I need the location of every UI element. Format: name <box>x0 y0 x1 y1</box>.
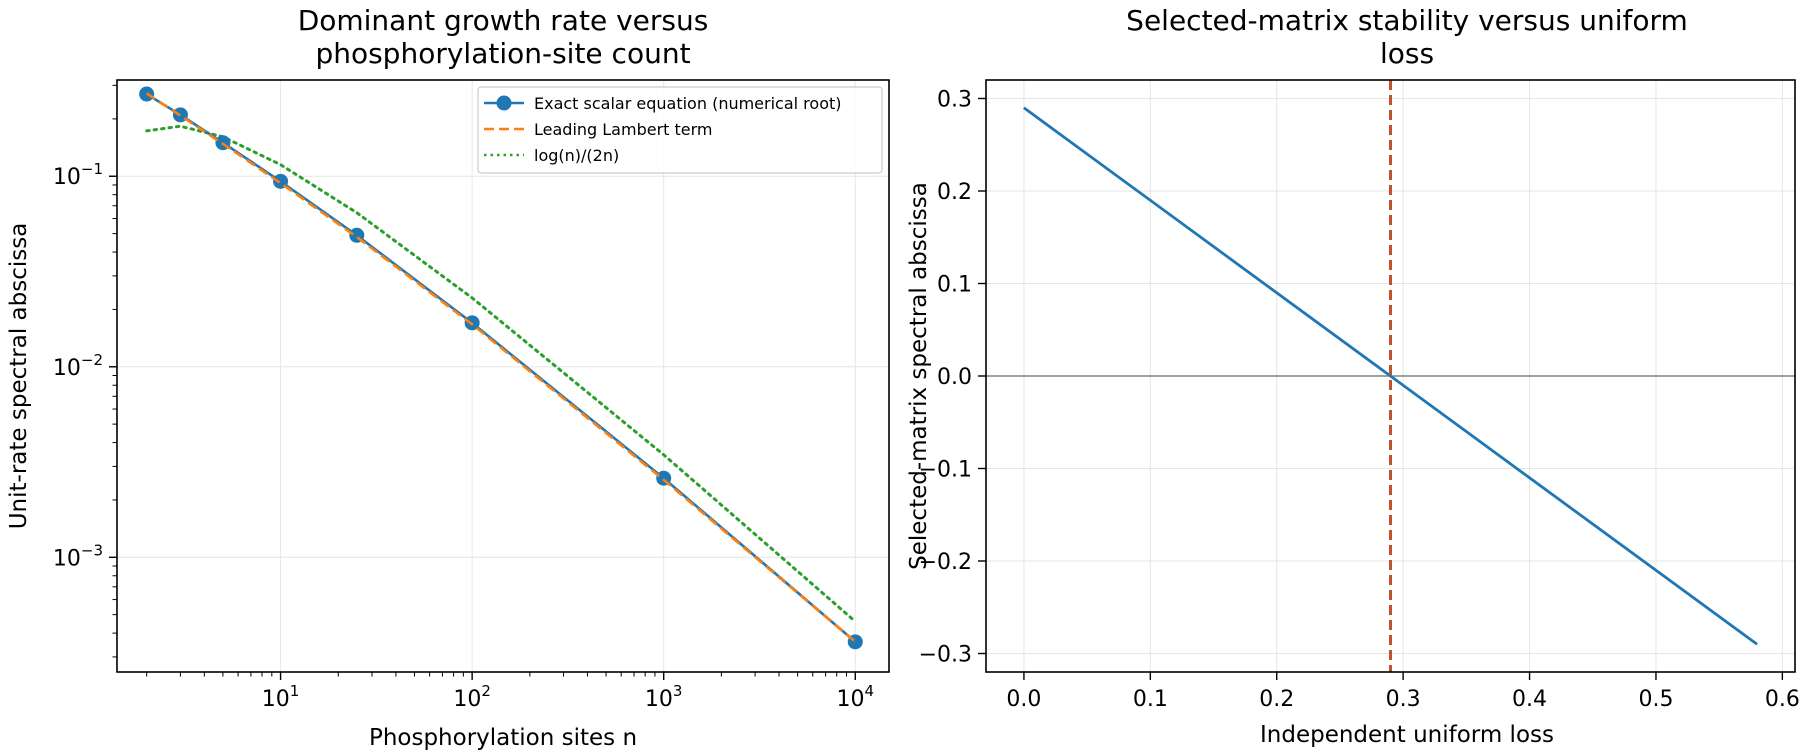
left-panel: Dominant growth rate versus phosphorylat… <box>6 4 890 751</box>
left-axes-frame <box>116 79 890 673</box>
left-x-tick-label: 102 <box>453 682 491 712</box>
right-ticks: 0.0 0.1 0.2 0.3 0.4 0.5 0.6 −0.3 −0.2 −0.1 0.0 0.1 0… <box>919 88 1800 713</box>
right-x-tick-label: 0.1 <box>1133 687 1168 712</box>
right-x-tick-label: 0.0 <box>1006 687 1041 712</box>
right-x-axis-label: Independent uniform loss <box>1260 722 1554 748</box>
left-gridlines <box>117 80 889 672</box>
right-x-tick-label: 0.6 <box>1765 687 1800 712</box>
left-y-axis-label: Unit-rate spectral abscissa <box>6 223 32 530</box>
right-panel: Selected-matrix stability versus uniform… <box>906 4 1800 748</box>
left-y-tick-label: 10−2 <box>53 351 103 381</box>
legend-label-lambert: Leading Lambert term <box>534 120 713 139</box>
right-chart-title-line-1: Selected-matrix stability versus uniform <box>1126 4 1688 37</box>
right-y-tick-label: 0.2 <box>937 180 972 205</box>
legend-exact-marker-swatch <box>496 95 512 111</box>
right-y-tick-label: 0.0 <box>937 365 972 390</box>
left-ticks: 101 102 103 104 10−3 10−2 10−1 <box>53 84 874 712</box>
right-x-tick-label: 0.2 <box>1259 687 1294 712</box>
left-chart-title-line-2: phosphorylation-site count <box>315 37 690 70</box>
legend-box <box>477 86 883 174</box>
legend-label-exact: Exact scalar equation (numerical root) <box>534 94 842 113</box>
right-x-tick-label: 0.5 <box>1638 687 1673 712</box>
right-y-tick-label: −0.2 <box>919 550 972 575</box>
right-x-tick-label: 0.3 <box>1386 687 1421 712</box>
right-x-tick-label: 0.4 <box>1512 687 1547 712</box>
left-y-tick-label: 10−3 <box>53 541 103 571</box>
right-series-layer <box>986 80 1795 672</box>
left-legend: Exact scalar equation (numerical root) L… <box>477 86 883 174</box>
right-y-tick-label: 0.3 <box>937 88 972 113</box>
lambert-term-line <box>145 92 857 643</box>
left-x-axis-label: Phosphorylation sites n <box>369 725 637 751</box>
left-x-tick-label: 101 <box>262 682 300 712</box>
right-y-tick-label: −0.1 <box>919 458 972 483</box>
left-y-tick-label: 10−1 <box>53 160 103 190</box>
left-x-tick-label: 104 <box>836 682 874 712</box>
right-chart-title-line-2: loss <box>1380 37 1434 70</box>
right-y-tick-label: 0.1 <box>937 273 972 298</box>
right-y-axis-label: Selected-matrix spectral abscissa <box>906 182 932 570</box>
legend-label-log: log(n)/(2n) <box>534 146 619 165</box>
log-approx-line <box>145 124 857 623</box>
left-chart-title-line-1: Dominant growth rate versus <box>298 4 709 37</box>
right-y-tick-label: −0.3 <box>919 643 972 668</box>
spectral-abscissa-line <box>1023 106 1758 646</box>
left-series-layer <box>139 86 863 650</box>
left-x-tick-label: 103 <box>645 682 683 712</box>
